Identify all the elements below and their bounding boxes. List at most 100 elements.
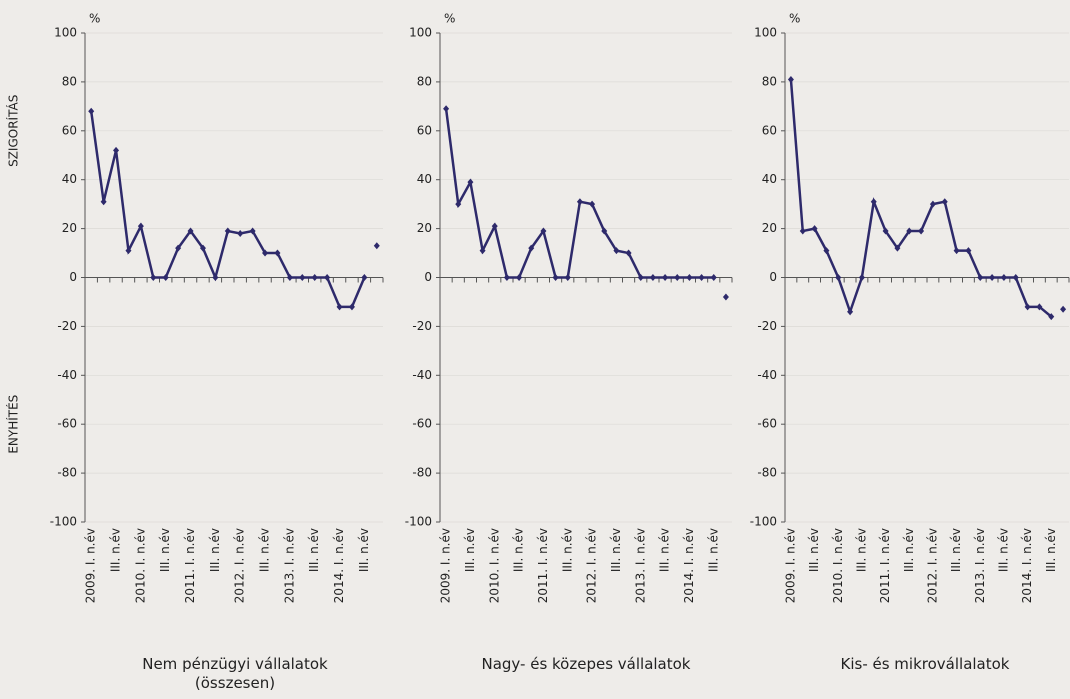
y-tick-label: 0 — [424, 270, 432, 284]
y-tick-label: -80 — [57, 466, 77, 480]
data-point — [373, 242, 380, 250]
x-tick-label: 2010. I. n.év — [133, 528, 147, 603]
data-point — [918, 227, 925, 235]
y-tick-label: -60 — [57, 417, 77, 431]
y-tick-label: -40 — [57, 368, 77, 382]
x-tick-label: 2014. I. n.év — [332, 528, 346, 603]
y-tick-label: -80 — [757, 466, 777, 480]
data-point — [212, 274, 219, 281]
data-point — [686, 274, 693, 281]
y-tick-label: -60 — [412, 417, 432, 431]
data-point — [1000, 274, 1007, 281]
data-point — [237, 229, 244, 237]
data-point — [858, 274, 865, 281]
data-point — [662, 274, 669, 281]
data-point — [564, 274, 571, 281]
data-point — [870, 198, 877, 206]
y-tick-label: -20 — [412, 319, 432, 333]
data-point — [1060, 305, 1067, 313]
data-point — [88, 107, 95, 115]
x-tick-label: III. n.év — [208, 528, 222, 572]
y-tick-label: 20 — [417, 221, 432, 235]
data-point — [847, 308, 854, 316]
y-tick-label: -60 — [757, 417, 777, 431]
data-point — [224, 227, 231, 235]
data-point — [674, 274, 681, 281]
data-point — [965, 247, 972, 255]
series-line — [789, 79, 1053, 318]
unit-label: % — [444, 12, 455, 26]
y-tick-label: 40 — [62, 172, 77, 186]
data-point — [953, 247, 960, 255]
x-tick-label: III. n.év — [609, 528, 623, 572]
data-point — [491, 222, 498, 230]
axis-annotation: SZIGORÍTÁS — [6, 95, 21, 167]
x-tick-label: 2010. I. n.év — [831, 528, 845, 603]
data-point — [1024, 303, 1031, 311]
data-point — [722, 293, 729, 301]
x-tick-label: 2014. I. n.év — [1020, 528, 1034, 603]
x-tick-label: 2012. I. n.év — [925, 528, 939, 603]
data-point — [299, 274, 306, 281]
x-tick-label: III. n.év — [706, 528, 720, 572]
x-tick-label: III. n.év — [854, 528, 868, 572]
y-tick-label: 60 — [62, 123, 77, 137]
y-tick-label: 40 — [417, 172, 432, 186]
y-tick-label: 20 — [762, 221, 777, 235]
unit-label: % — [89, 12, 100, 26]
data-point — [710, 274, 717, 281]
data-point — [150, 274, 157, 281]
data-point — [625, 249, 632, 257]
data-point — [479, 247, 486, 255]
y-tick-label: 20 — [62, 221, 77, 235]
x-tick-label: 2009. I. n.év — [439, 528, 453, 603]
data-point — [906, 227, 913, 235]
data-point — [941, 198, 948, 206]
x-tick-label: III. n.év — [307, 528, 321, 572]
data-point — [516, 274, 523, 281]
y-tick-label: 40 — [762, 172, 777, 186]
x-tick-label: 2011. I. n.év — [536, 528, 550, 603]
x-tick-label: III. n.év — [357, 528, 371, 572]
x-tick-label: 2011. I. n.év — [183, 528, 197, 603]
y-tick-label: 80 — [417, 74, 432, 88]
data-point — [199, 244, 206, 252]
x-tick-label: 2010. I. n.év — [487, 528, 501, 603]
x-tick-label: 2013. I. n.év — [282, 528, 296, 603]
data-point — [187, 227, 194, 235]
data-point — [929, 200, 936, 208]
data-point — [361, 274, 368, 281]
data-point — [540, 227, 547, 235]
data-point — [649, 274, 656, 281]
data-point — [589, 200, 596, 208]
x-tick-label: 2013. I. n.év — [633, 528, 647, 603]
data-point — [311, 274, 318, 281]
data-point — [637, 274, 644, 281]
data-point — [989, 274, 996, 281]
data-point — [698, 274, 705, 281]
y-tick-label: 0 — [69, 270, 77, 284]
data-point — [162, 274, 169, 281]
data-point — [100, 198, 107, 206]
x-tick-label: 2011. I. n.év — [878, 528, 892, 603]
y-tick-label: 80 — [62, 74, 77, 88]
data-point — [811, 225, 818, 233]
data-point — [274, 249, 281, 257]
x-tick-label: III. n.év — [949, 528, 963, 572]
data-point — [835, 274, 842, 281]
x-tick-label: 2009. I. n.év — [84, 528, 98, 603]
data-point — [503, 274, 510, 281]
y-tick-label: 80 — [762, 74, 777, 88]
data-point — [286, 274, 293, 281]
x-tick-label: III. n.év — [560, 528, 574, 572]
x-tick-label: 2012. I. n.év — [233, 528, 247, 603]
x-tick-label: III. n.év — [258, 528, 272, 572]
unit-label: % — [789, 12, 800, 26]
data-point — [249, 227, 256, 235]
y-tick-label: -20 — [757, 319, 777, 333]
x-tick-label: 2012. I. n.év — [585, 528, 599, 603]
data-point — [882, 227, 889, 235]
y-tick-label: -100 — [405, 515, 432, 529]
y-tick-label: -20 — [57, 319, 77, 333]
